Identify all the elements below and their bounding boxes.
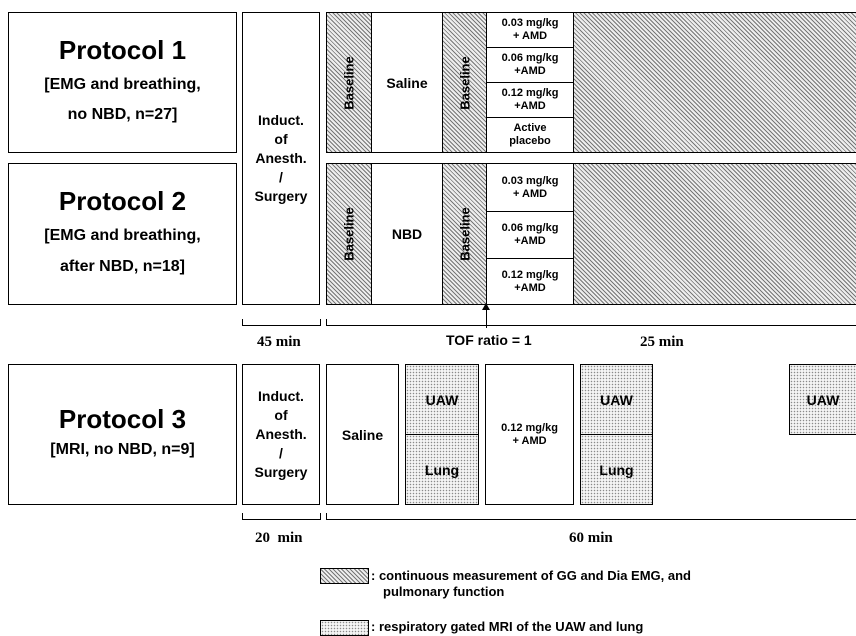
tof-label: TOF ratio = 1 — [446, 332, 532, 348]
p1-measurement-area — [573, 12, 856, 153]
protocol1-desc-line2: no NBD, n=27] — [67, 106, 178, 124]
p3-lung-box-2: Lung — [580, 434, 653, 505]
p2-dose-003: 0.03 mg/kg + AMD — [486, 163, 574, 212]
legend-dots-swatch — [320, 620, 369, 636]
legend-hatch-line2: pulmonary function — [383, 584, 505, 600]
p1-dose-003: 0.03 mg/kg + AMD — [486, 12, 574, 48]
protocol1-desc-line1: [EMG and breathing, — [44, 75, 201, 93]
legend-dots-line1: : respiratory gated MRI of the UAW and l… — [371, 619, 644, 634]
induction-line5: Surgery — [254, 187, 308, 204]
timeline-45min-bracket — [242, 319, 321, 326]
p1-dose-006-line2: +AMD — [514, 65, 546, 77]
p3-lung-label-2: Lung — [599, 461, 634, 478]
induction-p3-line3: Anesth. — [255, 426, 307, 443]
time-60min: 60 min — [569, 530, 613, 546]
protocol2-label-box: Protocol 2 [EMG and breathing, after NBD… — [8, 163, 237, 305]
legend-dots-text: : respiratory gated MRI of the UAW and l… — [371, 619, 643, 635]
p2-baseline-2: Baseline — [442, 163, 487, 305]
p3-saline-label: Saline — [341, 426, 384, 443]
p2-nbd-label: NBD — [391, 226, 423, 242]
timeline-60min-bracket — [326, 513, 856, 520]
induction-line4: / — [279, 168, 283, 185]
induction-p3-line4: / — [279, 444, 283, 461]
legend-hatch-line1: : continuous measurement of GG and Dia E… — [371, 568, 691, 583]
tof-arrow-head — [482, 303, 490, 310]
legend-hatch-swatch — [320, 568, 369, 584]
protocol2-desc-line2: after NBD, n=18] — [60, 257, 185, 275]
protocol3-label-box: Protocol 3 [MRI, no NBD, n=9] — [8, 364, 237, 505]
p2-dose-006: 0.06 mg/kg +AMD — [486, 211, 574, 259]
p1-dose-012-line1: 0.12 mg/kg — [501, 87, 559, 100]
p3-lung-box-1: Lung — [405, 434, 479, 505]
p3-uaw-label-1: UAW — [425, 391, 459, 408]
induction-p3-line2: of — [274, 407, 288, 424]
timeline-25min-bracket — [326, 319, 856, 326]
p2-dose-012: 0.12 mg/kg +AMD — [486, 258, 574, 305]
p2-dose-006-line1: 0.06 mg/kg — [501, 222, 559, 235]
p1-active-placebo: Active placebo — [486, 117, 574, 153]
p1-placebo-line1: Active — [513, 122, 547, 135]
p2-baseline-2-label: Baseline — [457, 207, 472, 261]
p3-lung-label-1: Lung — [424, 461, 460, 478]
induction-line1: Induct. — [258, 112, 304, 129]
p2-measurement-area — [573, 163, 856, 305]
induction-box-p3: Induct. of Anesth. / Surgery — [242, 364, 320, 505]
induction-p3-line1: Induct. — [258, 388, 304, 405]
protocol2-title: Protocol 2 — [58, 186, 187, 217]
p1-baseline-1: Baseline — [326, 12, 372, 153]
p3-dose-line2: + AMD — [512, 434, 547, 447]
p1-dose-012-line2: +AMD — [514, 100, 546, 112]
time-25min: 25 min — [640, 334, 684, 350]
p2-dose-006-line2: +AMD — [514, 235, 546, 247]
p2-baseline-1: Baseline — [326, 163, 372, 305]
protocol1-label-box: Protocol 1 [EMG and breathing, no NBD, n… — [8, 12, 237, 153]
time-45min: 45 min — [257, 334, 301, 350]
p1-saline-box: Saline — [371, 12, 443, 153]
induction-line2: of — [274, 131, 288, 148]
p3-uaw-label-3: UAW — [806, 391, 840, 408]
p2-baseline-1-label: Baseline — [341, 207, 357, 261]
p1-baseline-2-label: Baseline — [457, 55, 472, 110]
p1-placebo-line2: placebo — [509, 135, 551, 147]
p1-dose-003-line1: 0.03 mg/kg — [501, 17, 559, 30]
p2-nbd-box: NBD — [371, 163, 443, 305]
p3-uaw-box-1: UAW — [405, 364, 479, 435]
p1-baseline-1-label: Baseline — [341, 55, 357, 110]
induction-line3: Anesth. — [255, 150, 307, 167]
p2-dose-012-line2: +AMD — [514, 281, 546, 294]
legend-hatch-text: : continuous measurement of GG and Dia E… — [371, 568, 691, 601]
p3-uaw-box-2: UAW — [580, 364, 653, 435]
induction-box-p12: Induct. of Anesth. / Surgery — [242, 12, 320, 305]
p3-uaw-label-2: UAW — [600, 391, 633, 408]
p1-dose-012: 0.12 mg/kg +AMD — [486, 82, 574, 118]
p3-saline-box: Saline — [326, 364, 399, 505]
p2-dose-003-line2: + AMD — [512, 187, 548, 200]
p3-dose-line1: 0.12 mg/kg — [501, 421, 558, 434]
time-20min: 20 min — [255, 530, 303, 546]
protocol3-desc-line1: [MRI, no NBD, n=9] — [50, 440, 195, 458]
p1-saline-label: Saline — [386, 75, 428, 91]
induction-p3-line5: Surgery — [254, 463, 308, 480]
p1-dose-003-line2: + AMD — [512, 30, 548, 42]
p2-dose-012-line1: 0.12 mg/kg — [501, 268, 559, 281]
p1-baseline-2: Baseline — [442, 12, 487, 153]
p1-dose-006: 0.06 mg/kg +AMD — [486, 47, 574, 83]
p2-dose-003-line1: 0.03 mg/kg — [501, 174, 559, 187]
p1-dose-006-line1: 0.06 mg/kg — [501, 52, 559, 65]
timeline-20min-bracket — [242, 513, 321, 520]
tof-arrow — [486, 306, 487, 328]
protocol2-desc-line1: [EMG and breathing, — [44, 227, 201, 245]
protocol3-title: Protocol 3 — [58, 403, 187, 434]
p3-dose-012: 0.12 mg/kg + AMD — [485, 364, 574, 505]
protocol1-title: Protocol 1 — [58, 34, 187, 65]
p3-uaw-box-3: UAW — [789, 364, 856, 435]
